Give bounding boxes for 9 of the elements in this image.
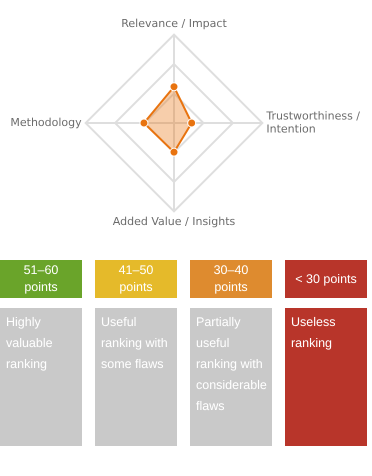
text: Useless ranking (291, 315, 336, 350)
category-label: 41–50 points (118, 262, 154, 296)
spoke-label: Trustworthiness / Intention (265, 109, 360, 136)
spoke-label: Methodology (10, 116, 82, 129)
spoke-label: Relevance / Impact (121, 16, 228, 30)
spoke-label: Added Value / Insights (112, 214, 236, 228)
category-label: 30–40 points (212, 262, 250, 296)
category-label: 51–60 points (22, 262, 60, 296)
category-label: < 30 points (295, 270, 357, 288)
